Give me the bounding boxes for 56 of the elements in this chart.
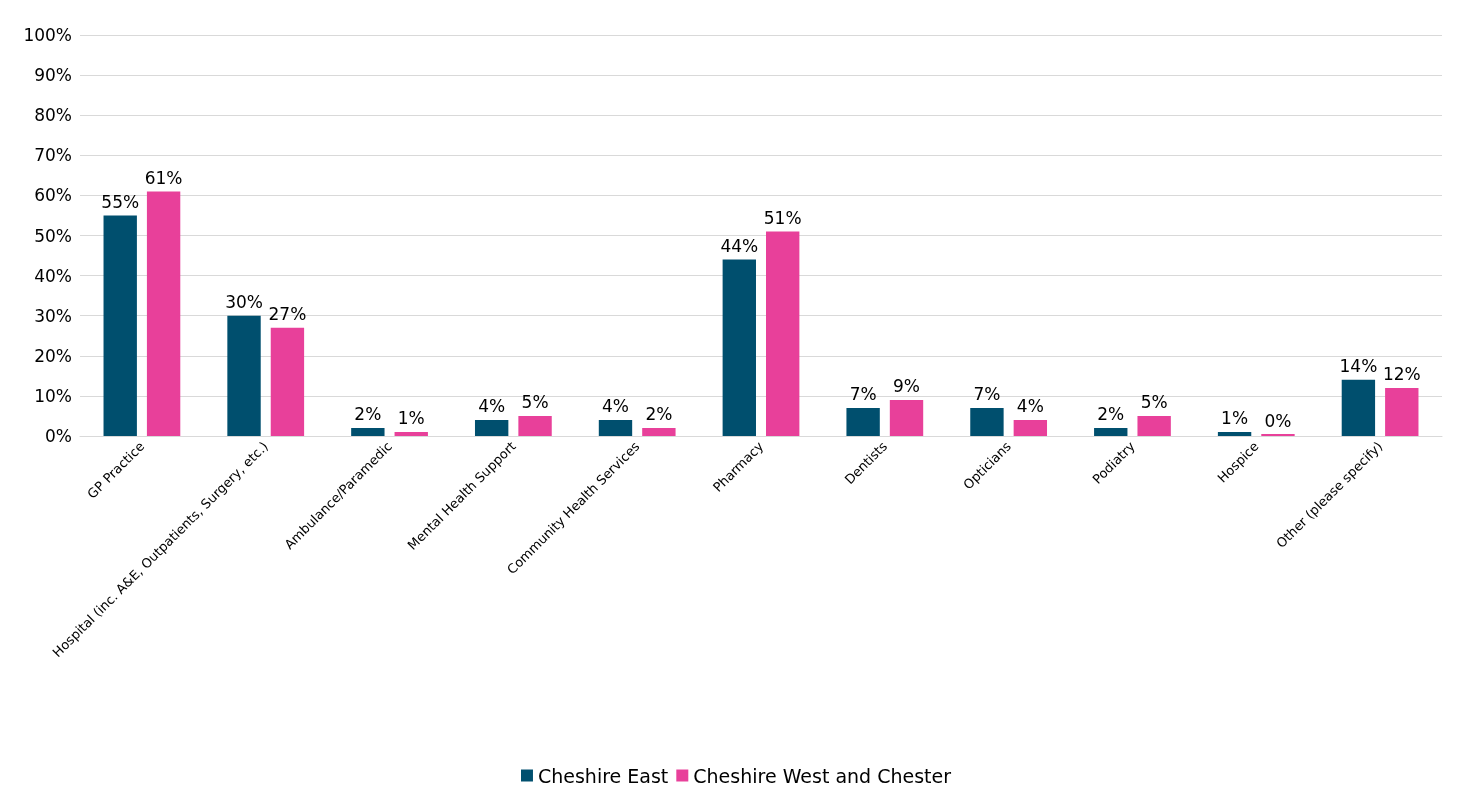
- data-label: 61%: [144, 167, 183, 188]
- data-label: 1%: [1221, 408, 1249, 429]
- data-label: 2%: [645, 404, 673, 425]
- data-label: 55%: [101, 191, 140, 212]
- data-label: 4%: [601, 396, 629, 417]
- bar: [227, 315, 261, 436]
- data-label: 44%: [720, 236, 759, 257]
- bar: [598, 419, 633, 436]
- data-label: 5%: [1140, 392, 1168, 413]
- bar: [146, 191, 181, 436]
- y-tick-label: 20%: [34, 345, 72, 366]
- data-label: 7%: [849, 384, 877, 405]
- y-tick-label: 40%: [34, 265, 72, 286]
- bar: [766, 231, 800, 436]
- y-tick-label: 0%: [45, 426, 72, 446]
- y-tick-label: 50%: [34, 225, 72, 246]
- bar: [474, 419, 509, 436]
- bar: [1341, 379, 1376, 436]
- bar: [103, 215, 137, 436]
- data-label: 30%: [225, 292, 263, 313]
- legend-label: Cheshire West and Chester: [693, 764, 952, 787]
- bar: [1013, 419, 1048, 436]
- y-tick-label: 10%: [34, 385, 72, 406]
- bar: [642, 427, 676, 436]
- bar: [889, 399, 924, 436]
- data-label: 4%: [478, 396, 506, 417]
- data-label: 51%: [763, 207, 802, 228]
- bar: [970, 407, 1004, 436]
- bar: [351, 427, 385, 436]
- bar: [1217, 431, 1252, 436]
- bar: [1094, 427, 1128, 436]
- data-label: 4%: [1016, 396, 1044, 417]
- data-label: 0%: [1264, 410, 1292, 431]
- bar: [270, 327, 305, 436]
- bar: [1137, 415, 1171, 436]
- bar: [846, 407, 880, 436]
- y-tick-label: 70%: [34, 145, 72, 166]
- data-label: 27%: [268, 304, 307, 325]
- data-label: 2%: [1097, 404, 1125, 425]
- y-tick-label: 100%: [23, 25, 72, 45]
- data-label: 1%: [397, 408, 425, 429]
- data-label: 5%: [521, 392, 549, 413]
- bar: [1385, 387, 1419, 436]
- data-label: 12%: [1382, 364, 1421, 385]
- data-label: 14%: [1339, 356, 1378, 377]
- y-tick-label: 60%: [34, 185, 72, 206]
- data-label: 2%: [354, 404, 382, 425]
- legend-label: Cheshire East: [537, 764, 669, 787]
- bar: [722, 259, 756, 436]
- data-label: 7%: [973, 384, 1001, 405]
- y-tick-label: 90%: [34, 65, 72, 86]
- bar: [394, 431, 428, 436]
- bar: [518, 415, 552, 436]
- y-tick-label: 30%: [34, 305, 72, 326]
- data-label: 9%: [893, 376, 921, 397]
- y-tick-label: 80%: [34, 105, 72, 126]
